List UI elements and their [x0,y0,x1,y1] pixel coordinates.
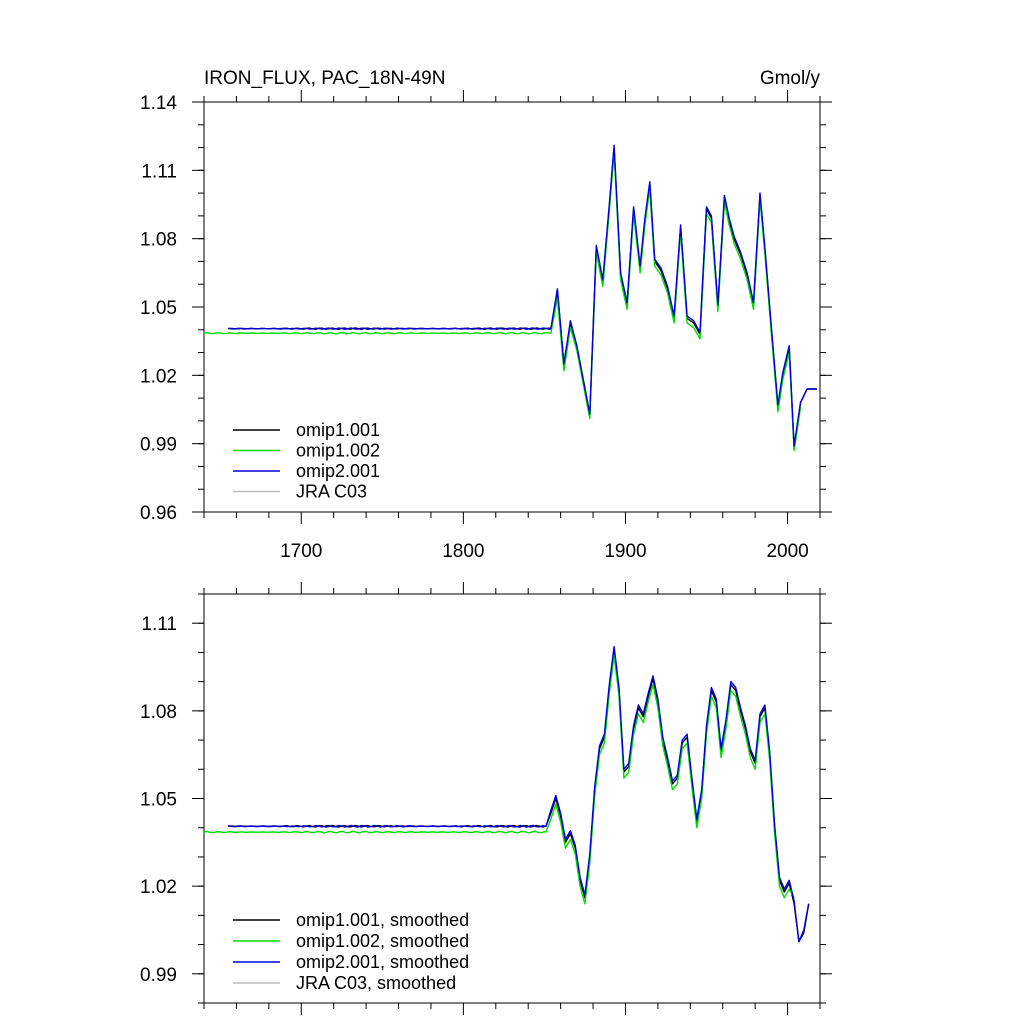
y-tick-label: 0.96 [140,503,177,524]
y-tick-label: 1.14 [140,93,177,114]
y-tick-label: 1.11 [141,161,177,182]
legend-label: omip1.001, smoothed [296,910,469,930]
series-line-omip1-002-smoothed [203,654,795,905]
y-tick-label: 1.02 [140,877,177,898]
legend-label: omip1.001 [296,420,380,440]
y-tick-label: 1.08 [140,702,177,723]
series-line-omip1-001 [228,146,817,449]
y-tick-label: 0.99 [140,965,177,986]
series-line-omip2-001 [228,144,817,447]
y-tick-label: 1.05 [140,298,177,319]
legend-label: JRA C03, smoothed [296,973,456,993]
series-line-omip1-001-smoothed [228,648,810,943]
x-tick-label: 1800 [442,541,484,562]
series-line-omip2-001-smoothed [228,645,810,943]
legend-label: omip1.002, smoothed [296,931,469,951]
top-plot: 0.96 0.99 1.02 1.05 1.08 1.11 1.14 1700 1800 1900… [140,90,832,562]
x-tick-label: 1700 [280,541,322,562]
legend-label: omip1.002 [296,441,380,461]
y-tick-label: 1.11 [141,614,177,635]
x-tick-label: 1900 [604,541,646,562]
y-tick-label: 1.05 [140,790,177,811]
y-tick-label: 1.08 [140,230,177,251]
title-right: Gmol/y [760,68,821,89]
x-tick-label: 2000 [766,541,808,562]
y-tick-label: 1.02 [140,366,177,387]
legend-label: omip2.001, smoothed [296,952,469,972]
legend-label: JRA C03 [296,482,367,502]
legend-label: omip2.001 [296,461,380,481]
y-tick-label: 0.99 [140,435,177,456]
series-line-omip1-002 [203,151,802,452]
title-left: IRON_FLUX, PAC_18N-49N [204,68,445,89]
